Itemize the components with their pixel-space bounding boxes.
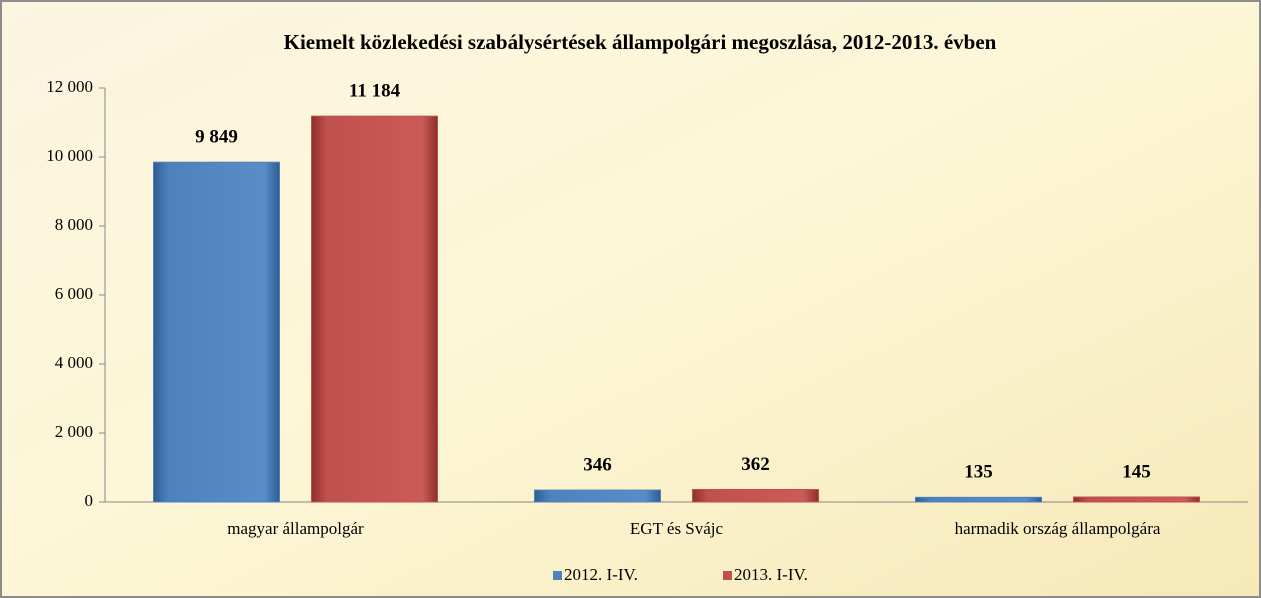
legend-swatch <box>553 571 562 580</box>
value-label: 135 <box>964 462 993 483</box>
x-tick-label: harmadik ország állampolgára <box>955 519 1161 538</box>
legend-label: 2012. I-IV. <box>564 565 638 584</box>
x-tick-label: magyar állampolgár <box>227 519 364 538</box>
y-tick-label: 10 000 <box>46 146 93 165</box>
y-tick-label: 4 000 <box>55 353 93 372</box>
bar <box>1073 496 1200 503</box>
bar <box>311 115 438 503</box>
y-tick-label: 2 000 <box>55 422 93 441</box>
y-tick-label: 0 <box>85 491 94 510</box>
chart-title: Kiemelt közlekedési szabálysértések álla… <box>284 30 997 54</box>
value-label: 362 <box>741 454 770 475</box>
value-label: 346 <box>583 454 612 475</box>
value-label: 9 849 <box>195 127 238 148</box>
value-label: 11 184 <box>349 81 401 102</box>
value-label: 145 <box>1122 461 1151 482</box>
bar <box>153 161 280 503</box>
legend-label: 2013. I-IV. <box>734 565 808 584</box>
y-tick-label: 8 000 <box>55 215 93 234</box>
y-tick-label: 12 000 <box>46 77 93 96</box>
bar <box>534 489 661 503</box>
bar <box>915 496 1042 503</box>
x-tick-label: EGT és Svájc <box>630 519 724 538</box>
y-tick-label: 6 000 <box>55 284 93 303</box>
bar <box>692 489 819 503</box>
legend-swatch <box>723 571 732 580</box>
